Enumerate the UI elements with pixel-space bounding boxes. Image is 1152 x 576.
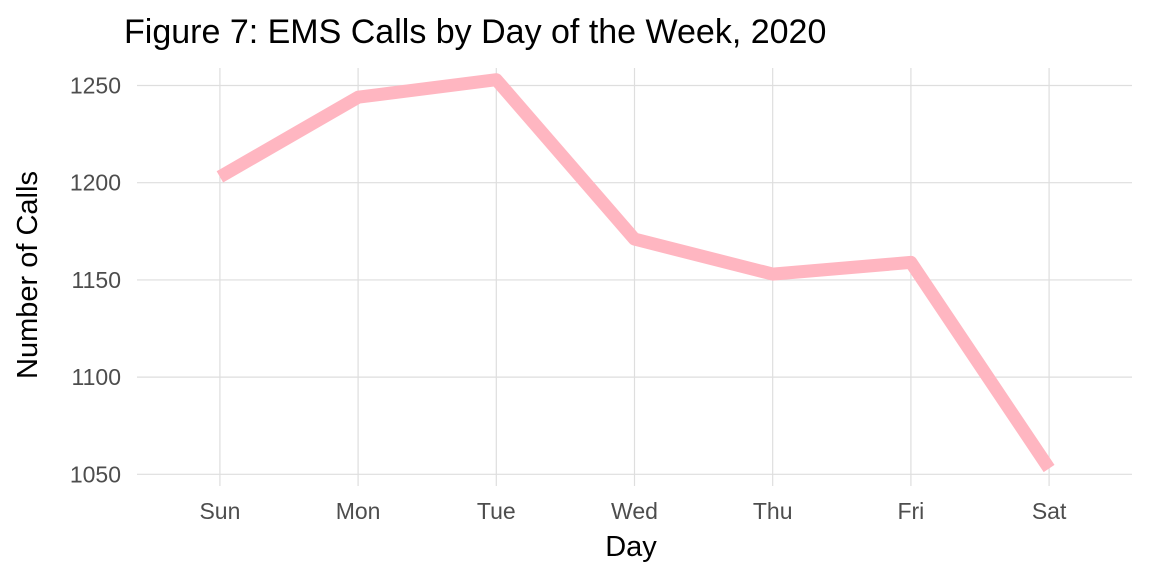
series-layer — [216, 73, 1055, 473]
y-tick-label: 1100 — [72, 364, 121, 390]
x-axis-title: Day — [605, 531, 657, 563]
x-tick-label: Sat — [1032, 498, 1067, 524]
chart-title: Figure 7: EMS Calls by Day of the Week, … — [124, 13, 826, 51]
y-tick-label: 1200 — [70, 170, 121, 196]
x-tick-label: Thu — [753, 498, 793, 524]
y-tick-label: 1250 — [70, 72, 121, 98]
y-axis: 1050 1100 1150 1200 1250 — [70, 72, 121, 487]
y-axis-title: Number of Calls — [12, 171, 44, 379]
x-axis: Sun Mon Tue Wed Thu Fri Sat — [199, 498, 1067, 524]
x-tick-label: Wed — [611, 498, 658, 524]
x-tick-label: Mon — [336, 498, 381, 524]
x-tick-label: Tue — [477, 498, 516, 524]
series-line — [216, 73, 1055, 473]
grid — [137, 68, 1132, 486]
y-tick-label: 1150 — [72, 267, 121, 293]
x-tick-label: Fri — [897, 498, 924, 524]
y-tick-label: 1050 — [70, 461, 121, 487]
x-tick-label: Sun — [199, 498, 240, 524]
